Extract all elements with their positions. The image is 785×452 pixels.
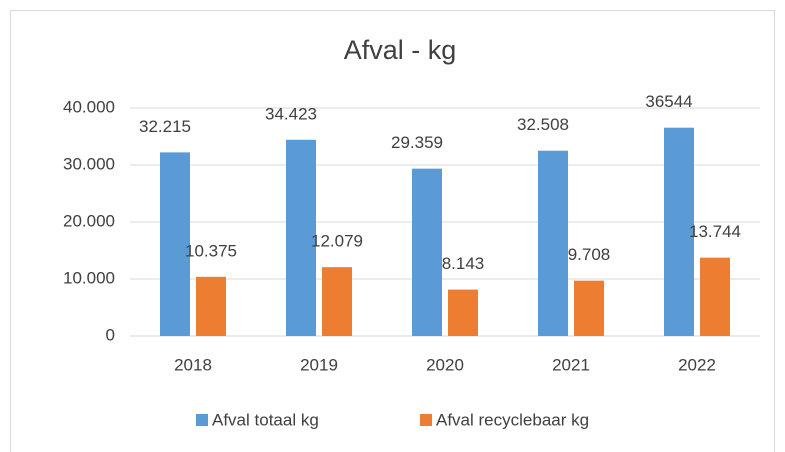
- y-tick-label: 30.000: [63, 154, 115, 173]
- x-tick-label: 2019: [300, 355, 338, 374]
- bar: [322, 267, 352, 336]
- value-label: 9.708: [568, 245, 611, 264]
- bar: [412, 168, 442, 336]
- y-tick-label: 20.000: [63, 211, 115, 230]
- bar: [160, 152, 190, 336]
- x-tick-label: 2022: [678, 355, 716, 374]
- bar: [664, 127, 694, 336]
- y-tick-label: 40.000: [63, 97, 115, 116]
- value-label: 8.143: [442, 254, 485, 273]
- value-label: 29.359: [391, 133, 443, 152]
- y-tick-label: 10.000: [63, 268, 115, 287]
- value-label: 10.375: [185, 241, 237, 260]
- legend-label: Afval recyclebaar kg: [436, 410, 589, 429]
- legend-label: Afval totaal kg: [212, 410, 319, 429]
- bar: [448, 289, 478, 336]
- legend-swatch: [420, 414, 432, 426]
- y-tick-label: 0: [106, 325, 115, 344]
- x-tick-label: 2020: [426, 355, 464, 374]
- bar: [286, 139, 316, 336]
- value-label: 32.215: [139, 117, 191, 136]
- value-label: 12.079: [311, 232, 363, 251]
- bar: [196, 276, 226, 336]
- value-label: 32.508: [517, 115, 569, 134]
- value-label: 34.423: [265, 104, 317, 123]
- bar: [700, 257, 730, 336]
- value-label: 13.744: [689, 222, 741, 241]
- bar: [538, 150, 568, 336]
- x-tick-label: 2018: [174, 355, 212, 374]
- x-tick-label: 2021: [552, 355, 590, 374]
- chart-title: Afval - kg: [344, 35, 457, 65]
- legend-swatch: [196, 414, 208, 426]
- chart-frame: [10, 10, 775, 452]
- value-label: 36544: [645, 92, 692, 111]
- bar: [574, 280, 604, 336]
